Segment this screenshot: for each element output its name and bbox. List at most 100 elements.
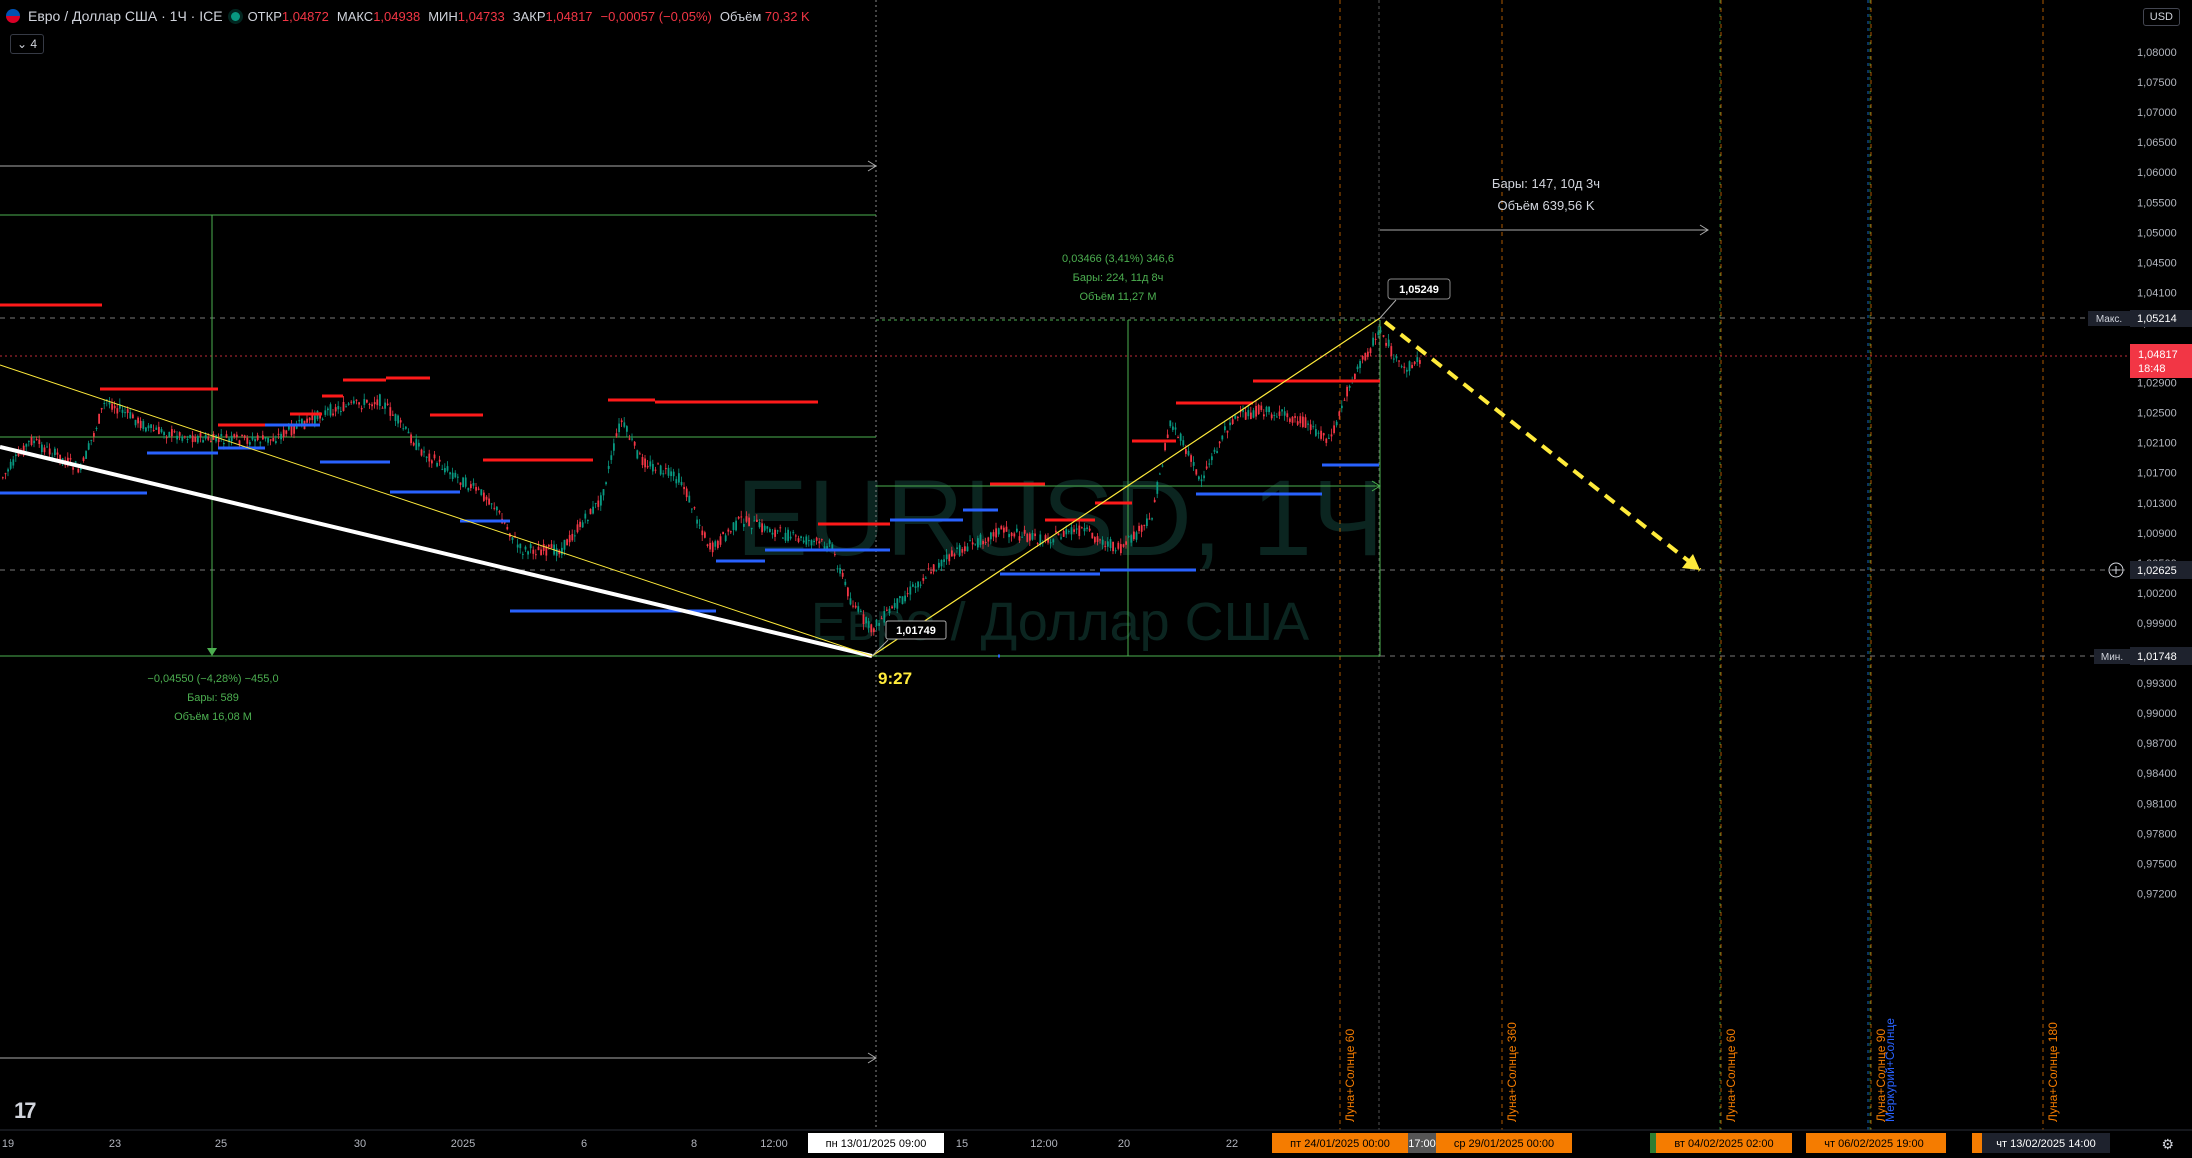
currency-button[interactable]: USD	[2142, 8, 2180, 26]
svg-text:1,05214: 1,05214	[2137, 313, 2177, 325]
candle-body	[1114, 550, 1117, 552]
candle-body	[966, 546, 969, 552]
candle-body	[1252, 410, 1255, 418]
candle-body	[823, 546, 826, 549]
range-box-right[interactable]	[876, 319, 1381, 657]
candle-body	[579, 521, 581, 527]
candle-body	[800, 536, 802, 539]
candle-body	[1419, 360, 1421, 364]
candle-body	[535, 554, 537, 556]
candle-body	[516, 544, 519, 548]
current-price-tag: 1,04817 18:48	[2130, 344, 2192, 378]
candle-body	[1307, 423, 1309, 425]
candle-body	[576, 524, 579, 533]
candle-body	[1205, 466, 1208, 469]
candle-body	[1250, 412, 1252, 420]
settings-gear-icon[interactable]: ⚙	[2161, 1136, 2174, 1152]
candle-body	[1416, 357, 1419, 362]
svg-text:0,03466 (3,41%) 346,6: 0,03466 (3,41%) 346,6	[1062, 253, 1174, 265]
range-box-left[interactable]	[0, 214, 876, 657]
candle-body	[321, 418, 324, 420]
candle-body	[1018, 536, 1021, 541]
candle-body	[982, 541, 984, 545]
candle-body	[1356, 366, 1359, 370]
candle-body	[1075, 528, 1078, 530]
trendline-yellow-down[interactable]	[0, 364, 873, 657]
candle-body	[901, 596, 904, 605]
range-arrow-left	[207, 648, 217, 656]
candle-body	[1013, 533, 1016, 537]
svg-text:1,04817: 1,04817	[2138, 349, 2178, 361]
candle-body	[815, 537, 818, 541]
candle-body	[1218, 441, 1221, 444]
candle-body	[555, 548, 558, 556]
tradingview-logo-icon[interactable]: 17	[14, 1098, 37, 1123]
forecast-arrow[interactable]	[1383, 320, 1702, 572]
candle-body	[1304, 417, 1307, 428]
candle-body	[1320, 430, 1322, 439]
candle-body	[722, 531, 724, 535]
candle-body	[1315, 429, 1317, 436]
candle-body	[368, 403, 371, 405]
plus-circle-icon[interactable]	[2108, 562, 2124, 578]
candle-body	[691, 508, 693, 510]
candle-body	[347, 403, 350, 405]
candle-body	[1268, 406, 1270, 413]
candle-body	[33, 440, 35, 444]
candle-body	[1039, 534, 1042, 545]
candle-body	[1208, 463, 1211, 465]
symbol-title[interactable]: Евро / Доллар США · 1Ч · ICE	[28, 8, 223, 24]
candle-body	[98, 413, 100, 424]
candle-body	[932, 564, 935, 572]
candle-body	[511, 537, 514, 540]
candle-body	[1143, 524, 1146, 526]
candle-body	[1047, 538, 1049, 543]
candle-body	[652, 463, 654, 472]
candle-body	[1109, 539, 1112, 548]
candle-body	[139, 420, 142, 429]
candle-body	[480, 489, 483, 496]
price-tick-label: 0,99300	[2137, 678, 2177, 690]
candle-body	[1065, 529, 1068, 535]
candle-body	[1244, 412, 1247, 420]
candle-body	[1385, 342, 1387, 346]
candle-body	[745, 516, 748, 522]
price-tick-label: 1,02500	[2137, 408, 2177, 420]
trendline-yellow-up[interactable]	[871, 317, 1381, 657]
candle-body	[685, 488, 688, 498]
candle-body	[366, 399, 368, 403]
candle-body	[15, 454, 17, 457]
candle-body	[740, 516, 743, 518]
candle-body	[1153, 499, 1156, 503]
candle-body	[613, 443, 615, 451]
candle-body	[1224, 426, 1226, 431]
candle-body	[392, 414, 394, 416]
candle-body	[748, 517, 750, 526]
time-tick-label: 25	[215, 1138, 227, 1150]
candle-body	[683, 486, 685, 490]
candle-body	[719, 536, 722, 545]
candle-body	[600, 495, 602, 506]
candle-body	[472, 482, 475, 486]
candle-body	[992, 532, 995, 537]
candle-body	[795, 535, 797, 537]
candle-body	[1169, 420, 1172, 427]
candle-body	[217, 439, 220, 443]
indicators-toggle[interactable]: ⌄ 4	[10, 34, 45, 54]
candle-body	[215, 435, 217, 442]
candle-body	[587, 519, 589, 522]
trendline-white[interactable]	[0, 445, 873, 658]
candle-body	[631, 438, 633, 440]
candle-body	[46, 446, 48, 448]
candle-body	[1377, 331, 1380, 336]
candle-body	[782, 537, 784, 539]
candle-body	[194, 436, 197, 442]
candle-body	[878, 622, 880, 626]
candle-body	[792, 532, 795, 534]
candle-body	[951, 550, 953, 557]
candle-body	[1408, 361, 1411, 372]
candle-body	[938, 562, 940, 568]
candle-body	[1413, 361, 1416, 365]
candle-body	[779, 527, 782, 529]
